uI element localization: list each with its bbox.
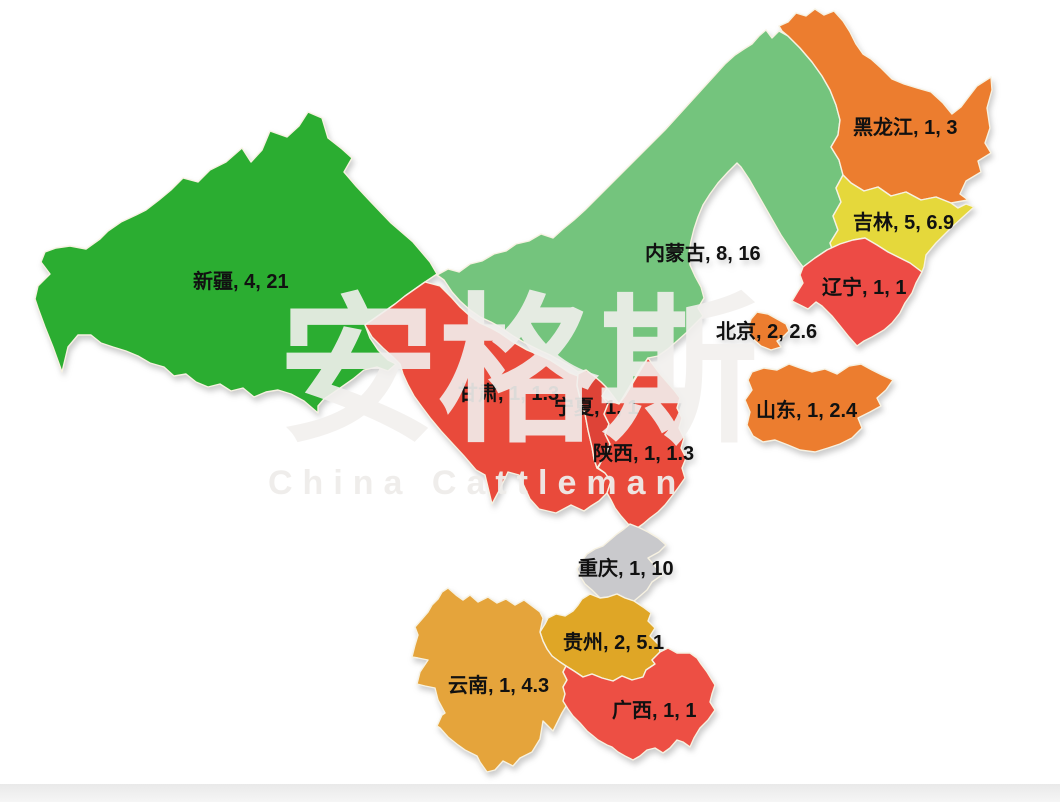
province-xinjiang	[34, 111, 438, 414]
label-jilin: 吉林, 5, 6.9	[853, 210, 954, 234]
bottom-edge-strip	[0, 784, 1060, 802]
label-ningxia: 宁夏, 1, 1	[554, 395, 638, 419]
label-neimenggu: 内蒙古, 8, 16	[645, 241, 761, 265]
label-chongqing: 重庆, 1, 10	[578, 556, 674, 580]
province-beijing	[747, 311, 790, 351]
label-heilongjiang: 黑龙江, 1, 3	[853, 115, 957, 139]
province-gansu	[364, 281, 612, 514]
label-xinjiang: 新疆, 4, 21	[193, 269, 289, 293]
province-liaoning	[791, 237, 923, 347]
label-guizhou: 贵州, 2, 5.1	[563, 631, 664, 654]
label-gansu: 甘肃, 1, 1.3	[458, 382, 559, 405]
label-beijing: 北京, 2, 2.6	[716, 319, 817, 343]
province-heilongjiang	[778, 8, 993, 204]
province-shandong	[744, 363, 894, 453]
province-guangxi	[562, 647, 716, 761]
label-liaoning: 辽宁, 1, 1	[822, 275, 906, 299]
province-yunnan	[411, 587, 571, 773]
label-shaanxi: 陕西, 1, 1.3	[593, 441, 694, 465]
label-yunnan: 云南, 1, 4.3	[448, 674, 549, 697]
province-shaanxi	[597, 357, 687, 530]
label-guangxi: 广西, 1, 1	[612, 698, 696, 722]
label-shandong: 山东, 1, 2.4	[756, 398, 858, 422]
